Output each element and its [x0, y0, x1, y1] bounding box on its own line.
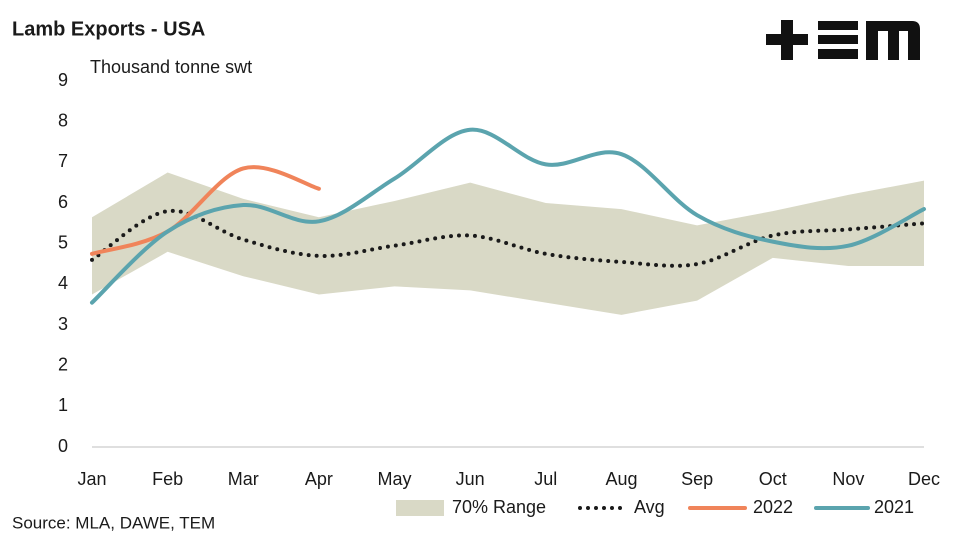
x-tick-label: May: [378, 469, 412, 489]
y-tick-label: 7: [58, 151, 68, 171]
series-line: [90, 165, 321, 256]
y-tick-label: 2: [58, 354, 68, 374]
y-tick-label: 3: [58, 314, 68, 334]
y-tick-label: 9: [58, 70, 68, 90]
y-tick-label: 4: [58, 273, 68, 293]
series-line: [90, 208, 926, 268]
x-tick-label: Jul: [534, 469, 557, 489]
x-tick-label: Apr: [305, 469, 333, 489]
series-line: [90, 127, 926, 305]
legend-label: 2021: [874, 497, 914, 517]
x-tick-label: Feb: [152, 469, 183, 489]
x-tick-label: Oct: [759, 469, 787, 489]
y-axis-label: Thousand tonne swt: [90, 57, 252, 77]
y-tick-label: 8: [58, 110, 68, 130]
x-tick-label: Nov: [832, 469, 864, 489]
legend-label: Avg: [634, 497, 665, 517]
x-tick-label: Mar: [228, 469, 259, 489]
y-tick-label: 0: [58, 436, 68, 456]
y-tick-label: 6: [58, 192, 68, 212]
source: Source: MLA, DAWE, TEM: [12, 513, 215, 532]
legend-swatch: [396, 500, 444, 516]
legend-label: 2022: [753, 497, 793, 517]
chart-title: Lamb Exports - USA: [12, 18, 205, 40]
logo: [766, 20, 920, 60]
x-tick-label: Dec: [908, 469, 940, 489]
legend-label: 70% Range: [452, 497, 546, 517]
x-tick-label: Jan: [77, 469, 106, 489]
x-tick-label: Jun: [456, 469, 485, 489]
y-tick-label: 1: [58, 395, 68, 415]
x-tick-label: Sep: [681, 469, 713, 489]
x-tick-label: Aug: [605, 469, 637, 489]
y-tick-label: 5: [58, 232, 68, 252]
